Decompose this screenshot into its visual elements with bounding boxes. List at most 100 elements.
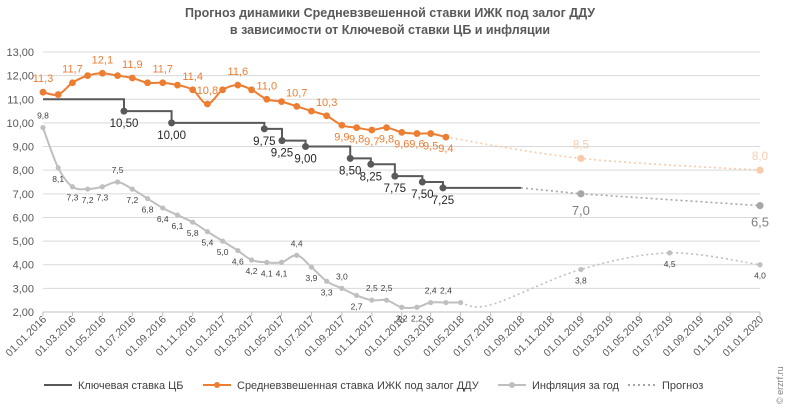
key-rate-point [391, 172, 399, 180]
inflation-point [264, 259, 270, 265]
mortgage-point [278, 98, 285, 106]
inflation-data-label: 6,4 [157, 214, 169, 224]
mortgage-point [293, 102, 301, 110]
y-tick-label: 7,00 [13, 189, 34, 201]
y-tick-label: 9,00 [13, 142, 34, 154]
inflation-point [339, 285, 345, 291]
legend-label: Инфляция за год [532, 380, 619, 392]
inflation-data-label: 9,8 [37, 111, 49, 121]
inflation-data-label: 7,2 [82, 195, 94, 205]
mortgage-forecast-label: 8,0 [752, 151, 768, 163]
mortgage-point [219, 86, 227, 94]
mortgage-data-label: 11,0 [256, 80, 277, 92]
mortgage-point [39, 88, 47, 96]
mortgage-data-label: 9,6 [394, 138, 409, 150]
mortgage-point [144, 79, 151, 87]
mortgage-point [263, 95, 271, 103]
inflation-point [235, 247, 241, 254]
mortgage-point [234, 81, 242, 89]
mortgage-point [368, 126, 376, 134]
key-rate-point [439, 184, 447, 192]
inflation-data-label: 6,1 [172, 221, 184, 231]
key-rate-data-label: 8,50 [339, 165, 361, 177]
inflation-data-label: 2,2 [411, 313, 423, 323]
inflation-data-label: 4,2 [246, 266, 258, 276]
mortgage-data-label: 9,4 [438, 143, 453, 155]
mortgage-point [308, 107, 315, 115]
inflation-forecast-label: 4,5 [664, 259, 676, 269]
mortgage-point [338, 121, 346, 129]
inflation-point [324, 278, 330, 284]
inflation-data-label: 7,3 [96, 193, 108, 203]
mortgage-point [442, 133, 450, 141]
mortgage-point [54, 91, 62, 98]
x-axis: 01.01.201601.03.201601.05.201601.07.2016… [3, 312, 766, 359]
mortgage-data-label: 9,7 [364, 136, 379, 148]
mortgage-data-label: 10,8 [197, 85, 218, 97]
mortgage-point [174, 81, 181, 89]
grid [43, 51, 760, 313]
inflation-point [220, 238, 226, 244]
inflation-forecast-label: 3,8 [575, 275, 587, 285]
y-tick-label: 6,00 [13, 212, 34, 224]
y-tick-label: 2,00 [13, 307, 34, 319]
key-rate-data-label: 7,25 [432, 195, 454, 207]
inflation-point [248, 257, 255, 263]
mortgage-point [204, 100, 211, 108]
inflation-point [353, 292, 360, 299]
key-rate-data-label: 7,75 [384, 183, 406, 195]
inflation-point [144, 195, 151, 202]
inflation-data-label: 2,2 [396, 313, 408, 323]
key-rate-data-label: 9,25 [271, 148, 293, 160]
mortgage-point [189, 86, 197, 94]
mortgage-data-label: 9,8 [349, 134, 364, 146]
inflation-point [114, 179, 121, 185]
mortgage-point [69, 79, 76, 87]
chart-title-line-1: Прогноз динамики Средневзвешенной ставки… [185, 6, 595, 20]
legend-marker [214, 382, 220, 388]
legend-label: Средневзвешенная ставка ИЖК под залог ДД… [237, 380, 480, 392]
inflation-point [369, 297, 375, 303]
inflation-point [160, 205, 166, 211]
inflation-point [204, 229, 211, 235]
mortgage-data-label: 11,7 [152, 64, 173, 76]
key-rate-data-label: 10,50 [110, 118, 139, 130]
key-rate-point [120, 107, 128, 115]
mortgage-data-label: 11,9 [122, 59, 143, 71]
mortgage-forecast-line [445, 136, 761, 171]
key-rate-data-label: 9,00 [294, 154, 316, 166]
inflation-point [428, 299, 434, 306]
inflation-data-label: 3,3 [321, 287, 333, 297]
key-rate-data-label: 8,25 [360, 171, 382, 183]
inflation-point [99, 184, 105, 190]
mortgage-data-label: 12,1 [92, 54, 113, 66]
legend-marker [509, 382, 515, 388]
inflation-forecast-point [757, 262, 763, 268]
inflation-data-label: 2,5 [381, 283, 393, 293]
key-rate-data-label: 10,00 [157, 130, 186, 142]
mortgage-point [248, 86, 255, 94]
inflation-point [174, 212, 181, 218]
inflation-data-label: 7,2 [126, 195, 138, 205]
inflation-data-label: 5,0 [217, 247, 229, 257]
key-rate-data-label: 7,50 [411, 189, 433, 201]
mortgage-forecast-point [756, 166, 764, 174]
key-rate-data-label: 9,75 [253, 136, 275, 148]
inflation-point [308, 264, 315, 270]
y-tick-label: 5,00 [13, 236, 34, 248]
inflation-forecast-point [667, 250, 673, 256]
y-tick-label: 13,00 [6, 47, 34, 59]
inflation-data-label: 3,0 [336, 271, 348, 281]
mortgage-point [159, 79, 167, 87]
mortgage-data-label: 10,7 [286, 87, 307, 99]
key-rate-point [346, 154, 354, 162]
mortgage-data-label: 9,9 [334, 131, 349, 143]
inflation-data-label: 8,1 [52, 174, 64, 184]
mortgage-point [398, 128, 406, 136]
mortgage-point [98, 69, 106, 77]
mortgage-forecast-point [577, 154, 585, 162]
mortgage-point [427, 130, 435, 137]
mortgage-point [413, 130, 421, 137]
inflation-data-label: 2,4 [440, 286, 452, 296]
